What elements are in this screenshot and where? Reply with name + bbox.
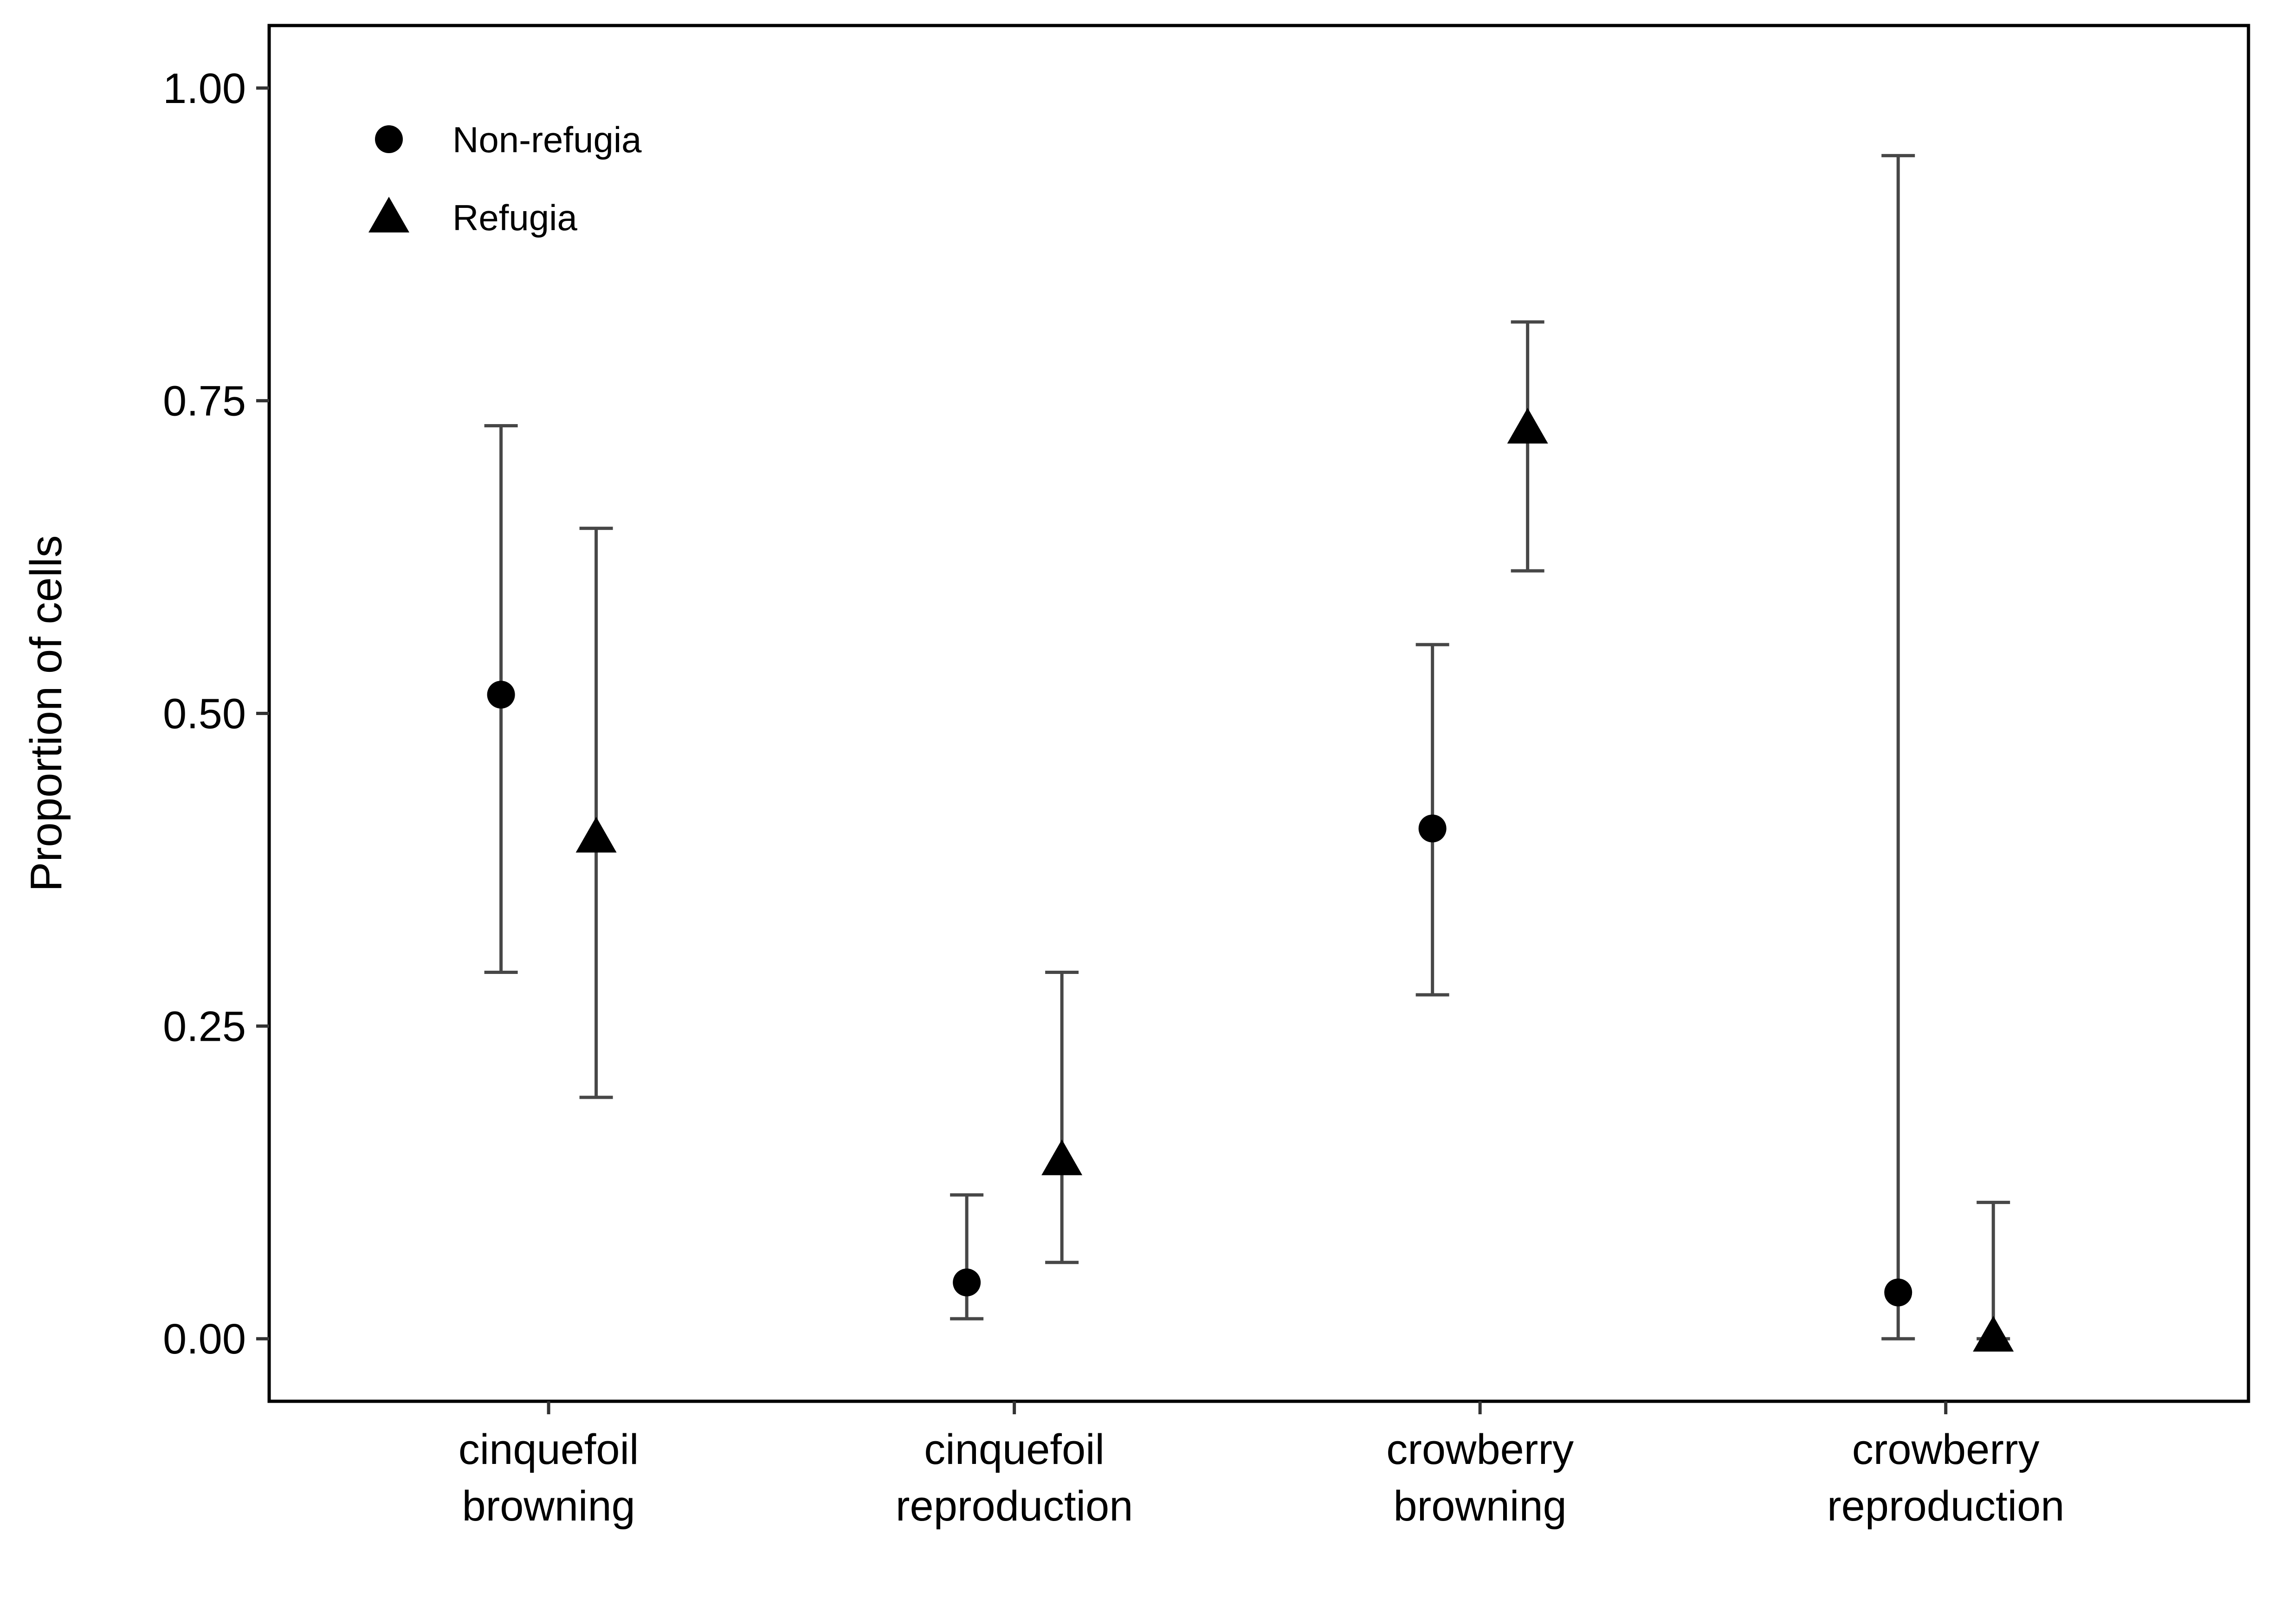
error-bar	[1045, 970, 1079, 1264]
x-tick-label: reproduction	[1827, 1482, 2064, 1530]
error-bar	[1511, 320, 1544, 573]
data-point-triangle	[575, 817, 617, 853]
legend-label: Refugia	[452, 197, 577, 238]
data-point-triangle	[1041, 1139, 1083, 1175]
error-bar	[950, 1193, 984, 1321]
error-bar	[1881, 154, 1915, 1340]
error-bar	[579, 527, 613, 1099]
data-point-triangle	[1507, 407, 1548, 444]
legend-triangle-icon	[368, 197, 409, 232]
y-tick-label: 0.25	[163, 1003, 246, 1050]
legend-circle-icon	[375, 125, 403, 153]
x-tick-label: cinquefoil	[924, 1426, 1105, 1473]
x-tick-label: crowberry	[1386, 1426, 1574, 1473]
data-points	[487, 407, 2014, 1352]
legend: Non-refugia Refugia	[368, 119, 642, 238]
data-point-circle	[1418, 814, 1447, 843]
y-tick-label: 0.75	[163, 378, 246, 425]
data-point-circle	[487, 681, 515, 709]
legend-item: Non-refugia	[375, 119, 642, 160]
y-tick-label: 1.00	[163, 65, 246, 112]
x-tick-label: reproduction	[896, 1482, 1133, 1530]
y-tick-label: 0.00	[163, 1315, 246, 1363]
y-axis: 0.00 0.25 0.50 0.75 1.00	[163, 65, 269, 1363]
y-tick-label: 0.50	[163, 690, 246, 738]
y-axis-title: Proportion of cells	[21, 535, 71, 891]
data-point-circle	[953, 1268, 981, 1296]
x-tick-label: cinquefoil	[459, 1426, 639, 1473]
legend-label: Non-refugia	[452, 119, 642, 160]
x-axis: cinquefoil browning cinquefoil reproduction…	[459, 1401, 2064, 1530]
x-tick-label: browning	[1393, 1482, 1566, 1530]
x-tick-label: browning	[462, 1482, 635, 1530]
data-point-circle	[1884, 1278, 1912, 1307]
plot-panel	[267, 24, 2250, 1403]
legend-item: Refugia	[368, 197, 577, 238]
data-point-triangle	[1973, 1315, 2014, 1352]
x-tick-label: crowberry	[1852, 1426, 2040, 1473]
